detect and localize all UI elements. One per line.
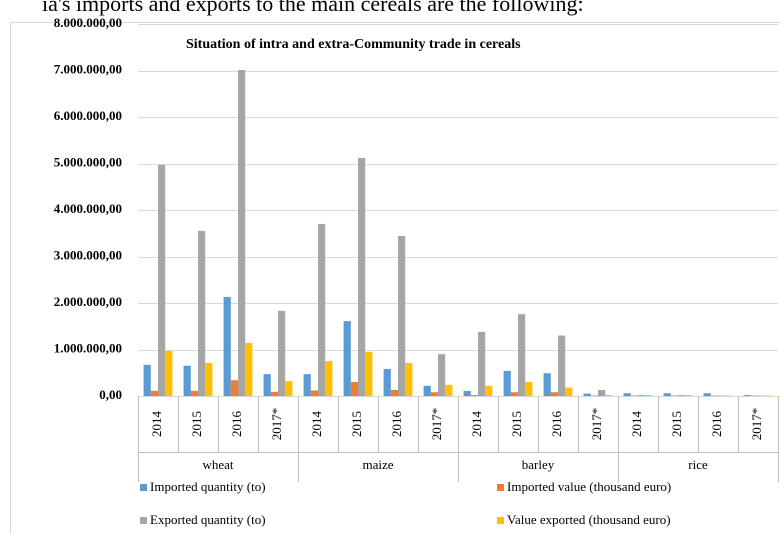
bar xyxy=(663,393,671,396)
y-tick-label: 5.000.000,00 xyxy=(54,154,122,169)
x-tick-label: 2016 xyxy=(549,411,564,438)
bar xyxy=(638,395,646,396)
bar xyxy=(143,364,151,396)
bar xyxy=(583,393,591,396)
group-label: rice xyxy=(688,457,708,472)
bar xyxy=(303,374,311,396)
x-tick-label: 2014 xyxy=(629,411,644,438)
bar xyxy=(645,395,653,396)
legend-swatch xyxy=(140,484,147,491)
bar xyxy=(238,70,246,396)
legend-label: Imported value (thousand euro) xyxy=(507,479,671,494)
bar xyxy=(270,391,278,396)
bar xyxy=(485,385,493,396)
bar xyxy=(310,390,318,396)
bar xyxy=(198,230,206,396)
bar xyxy=(325,361,333,396)
bar xyxy=(598,389,606,396)
legend-swatch xyxy=(497,484,504,491)
bar xyxy=(383,369,391,396)
x-tick-label: 2017* xyxy=(589,408,604,441)
x-tick-label: 2015 xyxy=(349,411,364,437)
bar xyxy=(343,321,351,396)
group-label: maize xyxy=(362,457,393,472)
bar xyxy=(230,380,238,396)
bar xyxy=(623,393,631,396)
bar xyxy=(158,164,166,396)
bar xyxy=(365,351,373,396)
legend-swatch xyxy=(497,517,504,524)
x-tick-label: 2017* xyxy=(749,408,764,441)
bar xyxy=(503,370,511,396)
bar xyxy=(445,384,453,396)
group-label: wheat xyxy=(202,457,233,472)
x-tick-label: 2015 xyxy=(189,411,204,437)
bar xyxy=(470,395,478,396)
bar xyxy=(438,354,446,396)
y-tick-label: 4.000.000,00 xyxy=(54,201,122,216)
legend-label: Imported quantity (to) xyxy=(150,479,266,494)
x-tick-label: 2015 xyxy=(509,411,524,437)
x-tick-label: 2016 xyxy=(709,411,724,438)
bar xyxy=(543,373,551,396)
bar xyxy=(478,331,486,396)
x-tick-label: 2015 xyxy=(669,411,684,437)
bar xyxy=(550,392,558,396)
chart-title: Situation of intra and extra-Community t… xyxy=(186,37,521,52)
y-tick-label: 1.000.000,00 xyxy=(54,340,122,355)
y-tick-label: 2.000.000,00 xyxy=(54,294,122,309)
bar xyxy=(678,395,686,396)
bar xyxy=(318,223,326,396)
bar xyxy=(150,390,158,396)
bar xyxy=(423,385,431,396)
bar xyxy=(358,157,366,396)
legend-swatch xyxy=(140,517,147,524)
x-tick-label: 2017* xyxy=(429,408,444,441)
bar xyxy=(263,374,271,396)
y-tick-label: 8.000.000,00 xyxy=(54,15,122,30)
bar xyxy=(205,362,213,396)
group-label: barley xyxy=(522,457,555,472)
x-tick-label: 2017* xyxy=(269,408,284,441)
bar xyxy=(518,314,526,396)
x-tick-label: 2014 xyxy=(309,411,324,438)
bar xyxy=(430,392,438,396)
bar xyxy=(190,390,198,396)
bar xyxy=(223,296,231,396)
bar xyxy=(245,342,253,396)
bar xyxy=(703,393,711,396)
bar xyxy=(398,236,406,396)
bar xyxy=(558,335,566,396)
x-tick-label: 2014 xyxy=(469,411,484,438)
bar xyxy=(350,382,358,396)
bar xyxy=(390,389,398,396)
caption: ia's imports and exports to the main cer… xyxy=(42,0,584,16)
bar xyxy=(165,350,173,396)
bar xyxy=(605,395,613,396)
bar xyxy=(685,395,693,396)
bar xyxy=(525,382,533,396)
bar xyxy=(463,390,471,396)
bar xyxy=(510,392,518,396)
bar xyxy=(743,395,751,396)
bar xyxy=(285,381,293,396)
y-tick-label: 7.000.000,00 xyxy=(54,61,122,76)
bar xyxy=(565,387,573,396)
x-tick-label: 2016 xyxy=(229,411,244,438)
x-tick-label: 2016 xyxy=(389,411,404,438)
x-tick-label: 2014 xyxy=(149,411,164,438)
y-tick-label: 3.000.000,00 xyxy=(54,247,122,262)
bar xyxy=(183,365,191,396)
y-tick-label: 0,00 xyxy=(99,387,122,402)
y-tick-label: 6.000.000,00 xyxy=(54,108,122,123)
bar xyxy=(278,310,286,396)
bar xyxy=(405,362,413,396)
legend-label: Value exported (thousand euro) xyxy=(507,512,671,527)
legend-label: Exported quantity (to) xyxy=(150,512,266,527)
